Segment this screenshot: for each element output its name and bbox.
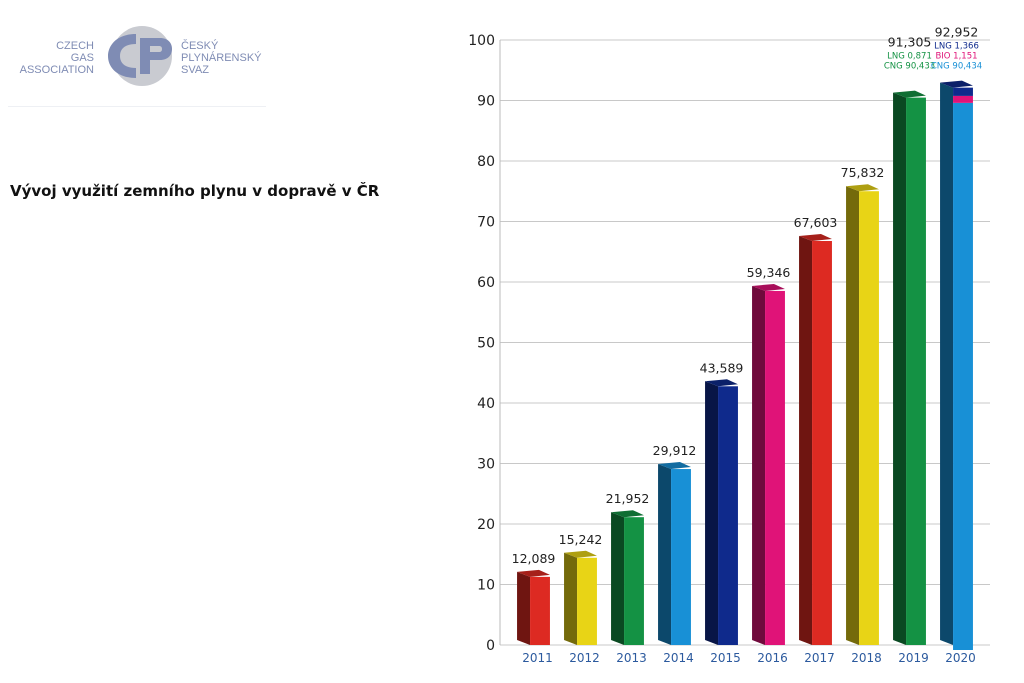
x-tick-label: 2016 bbox=[757, 651, 788, 665]
bar-top bbox=[940, 80, 973, 88]
logo-line: ASSOCIATION bbox=[19, 64, 94, 76]
bar-top bbox=[799, 234, 832, 242]
bar-top bbox=[705, 379, 738, 387]
y-tick-label: 10 bbox=[477, 578, 495, 594]
logo-line: PLYNÁRENSKÝ bbox=[181, 52, 262, 64]
logo-text-czech: ČESKÝ PLYNÁRENSKÝ SVAZ bbox=[181, 40, 262, 76]
bar-top bbox=[611, 510, 644, 518]
breakdown-label: CNG 90,434 bbox=[931, 62, 982, 72]
breakdown-label: BIO 1,151 bbox=[935, 52, 977, 62]
x-tick-label: 2012 bbox=[569, 651, 600, 665]
y-tick-label: 60 bbox=[477, 275, 495, 291]
bar bbox=[718, 386, 738, 645]
y-tick-label: 40 bbox=[477, 396, 495, 412]
data-label: 29,912 bbox=[653, 443, 697, 458]
y-tick-label: 20 bbox=[477, 517, 495, 533]
x-tick-label: 2018 bbox=[851, 651, 882, 665]
bar-top bbox=[752, 283, 785, 291]
bar-side bbox=[940, 82, 954, 646]
bar-top bbox=[517, 569, 550, 577]
bar-top bbox=[564, 550, 597, 558]
data-label: 59,346 bbox=[747, 265, 791, 280]
bar bbox=[906, 97, 926, 646]
bar-side bbox=[611, 512, 625, 645]
y-tick-label: 90 bbox=[477, 94, 495, 110]
bar-side bbox=[752, 285, 766, 645]
x-tick-label: 2011 bbox=[522, 651, 553, 665]
y-tick-label: 50 bbox=[477, 336, 495, 352]
bar-side bbox=[564, 552, 578, 645]
data-label: 67,603 bbox=[794, 215, 838, 230]
bar-segment bbox=[953, 102, 973, 651]
breakdown-label: LNG 1,366 bbox=[934, 42, 979, 52]
bar-side bbox=[846, 186, 860, 645]
bar-side bbox=[658, 464, 672, 645]
bar bbox=[812, 241, 832, 646]
bar-top bbox=[658, 462, 691, 470]
data-label: 92,952 bbox=[935, 25, 979, 40]
bar bbox=[577, 557, 597, 645]
data-label: 12,089 bbox=[512, 551, 556, 566]
bar bbox=[765, 290, 785, 645]
y-tick-label: 80 bbox=[477, 154, 495, 170]
data-label: 15,242 bbox=[559, 532, 603, 547]
logo-line: ČESKÝ bbox=[181, 40, 219, 52]
x-tick-label: 2017 bbox=[804, 651, 835, 665]
x-tick-label: 2013 bbox=[616, 651, 647, 665]
x-tick-label: 2020 bbox=[945, 651, 976, 665]
cps-logo: CZECH GAS ASSOCIATION ČESKÝ PLYNÁRENSKÝ … bbox=[8, 18, 266, 107]
bar-chart: 0 10 20 30 40 50 60 70 80 90 100 2011 12,089 2012 15,2… bbox=[468, 25, 990, 665]
logo-text-english: CZECH GAS ASSOCIATION bbox=[20, 40, 94, 76]
data-label: 75,832 bbox=[841, 165, 885, 180]
x-tick-label: 2015 bbox=[710, 651, 741, 665]
y-tick-label: 30 bbox=[477, 457, 495, 473]
bar-top bbox=[846, 184, 879, 192]
x-tick-label: 2019 bbox=[898, 651, 929, 665]
bar-side bbox=[893, 92, 907, 646]
data-label: 91,305 bbox=[888, 35, 932, 50]
bar-side bbox=[799, 236, 813, 646]
bar-segment bbox=[953, 87, 973, 96]
bar-top bbox=[893, 90, 926, 98]
y-tick-label: 100 bbox=[468, 33, 495, 49]
y-tick-label: 0 bbox=[486, 638, 495, 654]
data-label: 43,589 bbox=[700, 360, 744, 375]
y-tick-label: 70 bbox=[477, 215, 495, 231]
logo-line: CZECH bbox=[56, 40, 94, 52]
page-title: Vývoj využití zemního plynu v dopravě v … bbox=[10, 182, 380, 200]
breakdown-label: CNG 90,433 bbox=[884, 62, 935, 72]
data-label: 21,952 bbox=[606, 491, 650, 506]
bar-segment bbox=[953, 95, 973, 103]
cps-logo-icon bbox=[108, 26, 172, 86]
bar bbox=[671, 469, 691, 645]
bar bbox=[530, 576, 550, 645]
breakdown-label: LNG 0,871 bbox=[887, 52, 932, 62]
bar bbox=[859, 191, 879, 645]
logo-line: GAS bbox=[70, 52, 94, 64]
bar-side bbox=[705, 381, 719, 645]
logo-line: SVAZ bbox=[181, 64, 209, 76]
bar-side bbox=[517, 571, 531, 645]
x-tick-label: 2014 bbox=[663, 651, 694, 665]
bar bbox=[624, 517, 644, 645]
